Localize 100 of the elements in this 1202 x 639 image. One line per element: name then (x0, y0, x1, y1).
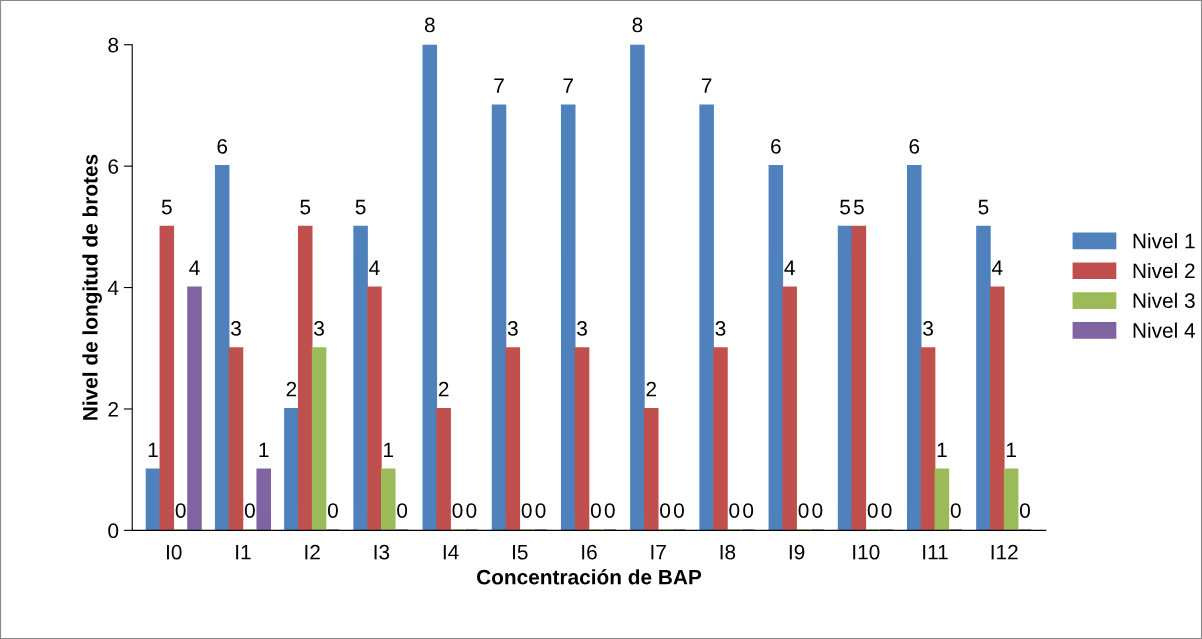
data-label: 0 (729, 503, 740, 518)
legend-label: Nivel 2 (1133, 262, 1195, 279)
data-label: 0 (175, 503, 186, 518)
y-tick-label: 0 (108, 523, 119, 539)
x-tick-label: I4 (443, 545, 459, 560)
legend-label: Nivel 1 (1133, 233, 1195, 249)
data-label: 0 (798, 503, 809, 518)
legend-label: Nivel 4 (1133, 322, 1196, 338)
data-label: 0 (1020, 503, 1030, 518)
data-label: 4 (784, 260, 795, 275)
data-label: 0 (521, 503, 532, 518)
data-label: 1 (259, 442, 269, 458)
data-label: 7 (701, 78, 712, 93)
data-label: 1 (384, 442, 394, 458)
bar (381, 468, 396, 531)
data-label: 0 (244, 503, 255, 518)
data-label: 0 (590, 503, 601, 518)
data-label: 8 (632, 17, 643, 33)
data-label: 0 (466, 503, 477, 518)
bar (505, 347, 521, 531)
x-tick-label: I11 (923, 545, 948, 560)
data-label: 4 (189, 260, 200, 275)
bar (159, 225, 175, 531)
y-tick-label: 6 (108, 159, 119, 174)
data-label: 6 (771, 138, 781, 154)
data-label: 6 (909, 138, 920, 154)
data-label: 5 (300, 199, 311, 215)
bar (1003, 468, 1019, 531)
data-label: 0 (950, 503, 961, 518)
data-label: 7 (563, 78, 573, 93)
bar (906, 165, 922, 531)
data-label: 5 (161, 199, 172, 215)
bar (920, 347, 936, 531)
data-label: 0 (397, 503, 408, 518)
data-label: 2 (438, 381, 449, 397)
data-label: 1 (937, 442, 947, 458)
x-tick-label: I1 (236, 545, 251, 560)
bar (491, 104, 507, 531)
x-axis-title: Concentración de BAP (476, 569, 702, 585)
x-tick-label: I7 (651, 545, 666, 560)
bar (422, 44, 438, 531)
bar (297, 225, 313, 531)
bar (768, 165, 784, 531)
bar (353, 225, 368, 531)
y-axis-title: Nivel de longitud de brotes (82, 154, 102, 420)
data-label: 3 (715, 321, 726, 336)
data-label: 3 (507, 321, 518, 336)
bar (976, 225, 991, 531)
y-tick-label: 2 (108, 401, 118, 417)
data-label: 0 (673, 503, 684, 518)
bar (228, 347, 244, 531)
x-tick-label: I5 (513, 545, 528, 560)
data-label: 2 (646, 381, 657, 397)
data-label: 4 (991, 260, 1003, 275)
data-label: 0 (867, 503, 878, 518)
bar (311, 347, 327, 531)
bar (644, 407, 659, 531)
data-label: 0 (660, 503, 671, 518)
bar (367, 286, 382, 531)
bar (187, 286, 202, 531)
data-label: 5 (840, 199, 850, 215)
data-label: 3 (577, 321, 587, 336)
bar (851, 225, 867, 531)
data-label: 5 (355, 199, 366, 215)
data-label: 3 (314, 321, 324, 336)
y-tick-label: 8 (108, 37, 119, 53)
data-label: 0 (327, 503, 338, 518)
bar (990, 286, 1005, 531)
x-tick-label: I10 (853, 544, 880, 560)
bar (699, 104, 714, 531)
data-label: 0 (535, 503, 546, 518)
bar (630, 44, 645, 531)
x-tick-label: I0 (166, 544, 182, 560)
bar (145, 468, 161, 531)
data-label: 6 (217, 138, 228, 154)
x-tick-label: I6 (582, 544, 597, 560)
bar (837, 225, 853, 531)
data-label: 3 (231, 321, 241, 336)
data-label: 1 (1006, 442, 1016, 458)
x-tick-label: I9 (789, 544, 805, 560)
data-label: 0 (881, 503, 892, 518)
x-tick-label: I2 (305, 544, 320, 560)
x-tick-label: I8 (720, 544, 736, 560)
bar (574, 347, 590, 531)
bar (214, 165, 230, 531)
y-tick-label: 4 (107, 280, 119, 296)
data-label: 0 (812, 503, 823, 518)
data-label: 1 (148, 442, 158, 458)
data-label: 8 (424, 17, 435, 33)
data-label: 3 (923, 321, 933, 336)
data-label: 5 (853, 199, 864, 215)
data-label: 4 (369, 260, 380, 275)
x-tick-label: I12 (991, 544, 1018, 560)
data-label: 0 (604, 503, 615, 518)
bar (256, 468, 271, 531)
data-label: 0 (452, 503, 463, 518)
data-label: 5 (978, 199, 989, 215)
legend-label: Nivel 3 (1133, 292, 1195, 309)
data-label: 7 (494, 78, 504, 93)
x-tick-label: I3 (374, 544, 390, 560)
